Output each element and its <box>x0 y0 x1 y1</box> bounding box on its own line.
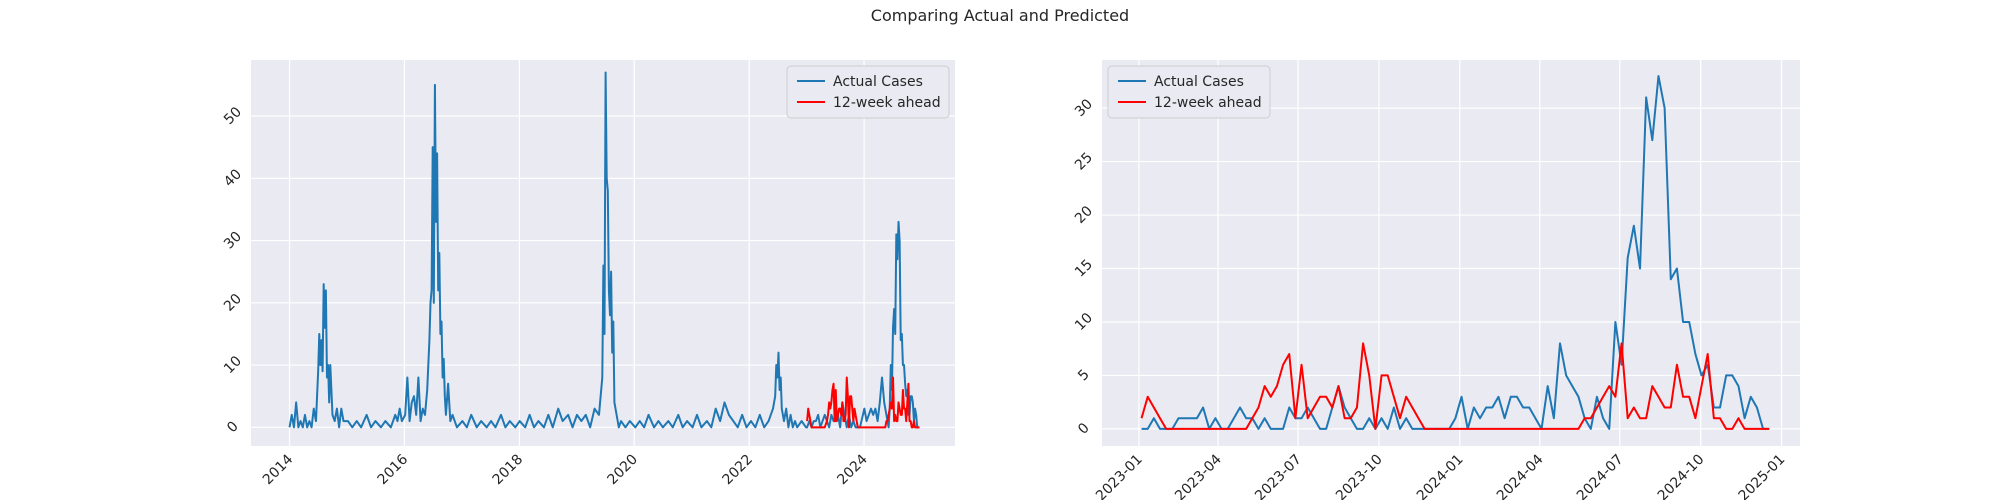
x-tick-label: 2023-10 <box>1333 452 1386 500</box>
y-tick-label: 0 <box>1075 420 1093 438</box>
x-tick-label: 2016 <box>375 451 412 488</box>
chart-1: 2014 2016 2018 2020 2022 2024 0 10 20 30 40 50 Actua… <box>221 60 955 488</box>
y-tick-label: 50 <box>221 104 245 128</box>
y-tick-label: 20 <box>221 291 245 315</box>
x-tick-label: 2024-10 <box>1655 452 1708 500</box>
x-tick-label: 2014 <box>260 451 297 488</box>
legend-box <box>1107 65 1271 119</box>
series-line-predicted <box>1140 342 1770 430</box>
x-tick-label: 2023-01 <box>1093 452 1146 500</box>
legend-label: Actual Cases <box>833 74 923 90</box>
x-tick-label: 2024-07 <box>1574 452 1627 500</box>
y-tick-label: 5 <box>1075 367 1093 385</box>
figure-title: Comparing Actual and Predicted <box>870 6 1130 25</box>
y-tick-label: 10 <box>221 353 245 377</box>
chart-2: 2023-01 2023-04 2023-07 2023-10 2024-01 2024-… <box>1072 60 1800 500</box>
y-tick-label: 30 <box>1072 96 1096 120</box>
series-line-predicted <box>806 376 920 429</box>
y-tick-label: 0 <box>224 419 242 437</box>
legend-label: Actual Cases <box>1154 74 1244 90</box>
y-tick-label: 15 <box>1072 257 1096 281</box>
series-line-actual <box>288 71 920 429</box>
series-line-actual <box>1141 75 1770 430</box>
y-tick-label: 20 <box>1072 203 1096 227</box>
x-tick-label: 2023-07 <box>1252 452 1305 500</box>
x-tick-label: 2018 <box>490 452 527 489</box>
legend-label: 12-week ahead <box>1154 95 1262 111</box>
legend-label: 12-week ahead <box>833 95 941 111</box>
x-tick-label: 2024-01 <box>1414 452 1467 500</box>
legend: Actual Cases 12-week ahead <box>786 65 950 119</box>
x-tick-label: 2020 <box>605 452 642 489</box>
y-tick-label: 10 <box>1072 310 1096 334</box>
legend: Actual Cases 12-week ahead <box>1107 65 1271 119</box>
y-tick-label: 40 <box>221 166 245 190</box>
plot-area <box>251 60 955 446</box>
x-tick-label: 2025-01 <box>1736 452 1789 500</box>
y-tick-label: 30 <box>221 229 245 253</box>
x-tick-label: 2024-04 <box>1494 451 1547 500</box>
x-tick-label: 2022 <box>720 452 757 489</box>
x-tick-label: 2023-04 <box>1172 451 1225 500</box>
legend-box <box>786 65 950 119</box>
x-tick-label: 2024 <box>834 451 871 488</box>
y-tick-label: 25 <box>1072 150 1096 174</box>
